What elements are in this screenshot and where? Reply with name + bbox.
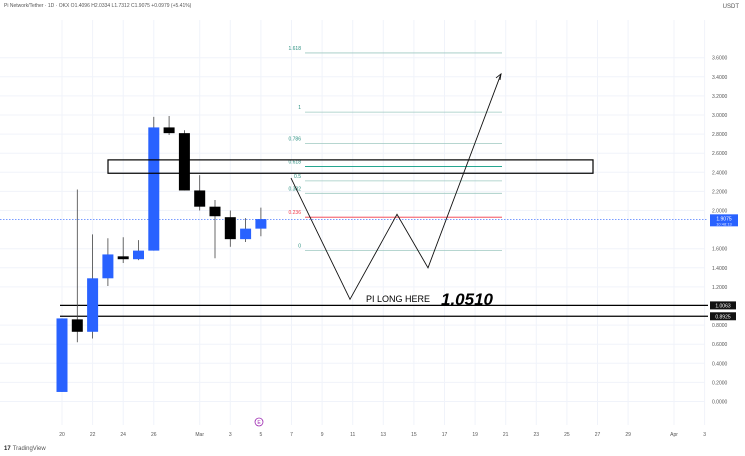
- fib-level-label: 0.618: [288, 160, 301, 166]
- candle-body: [148, 127, 160, 251]
- y-tick-label: 2.6000: [712, 151, 728, 157]
- event-marker-label: E: [257, 420, 261, 426]
- x-tick-label: 19: [472, 432, 478, 438]
- y-tick-label: 0.2000: [712, 380, 728, 386]
- x-tick-label: Apr: [670, 432, 678, 438]
- symbol-header: Pi Network/Tether · 1D · OKX O1.4096 H2.…: [4, 3, 192, 9]
- x-tick-label: 15: [411, 432, 417, 438]
- candle-body: [133, 250, 144, 260]
- y-tick-label: 3.0000: [712, 113, 728, 119]
- countdown-label: 10:48:13: [716, 221, 732, 226]
- x-tick-label: 21: [503, 432, 509, 438]
- y-tick-label: 3.2000: [712, 94, 728, 100]
- x-tick-label: 3: [229, 432, 232, 438]
- level-tag: [710, 301, 736, 310]
- x-tick-label: 13: [381, 432, 387, 438]
- fib-level-label: 1.618: [288, 46, 301, 52]
- y-tick-label: 3.4000: [712, 75, 728, 81]
- y-tick-label: 2.8000: [712, 132, 728, 138]
- y-tick-label: 1.4000: [712, 266, 728, 272]
- x-tick-label: 22: [90, 432, 96, 438]
- x-tick-label: 27: [595, 432, 601, 438]
- fib-level-label: 0: [298, 244, 301, 250]
- y-tick-label: 0.4000: [712, 361, 728, 367]
- projection-path: [290, 73, 502, 301]
- candle-body: [56, 318, 68, 392]
- x-tick-label: 25: [564, 432, 570, 438]
- fib-level-label: 0.786: [288, 137, 301, 143]
- event-marker-icon: [254, 417, 264, 427]
- x-tick-label: 20: [59, 432, 65, 438]
- y-tick-label: 1.2000: [712, 285, 728, 291]
- candle-body: [87, 278, 99, 332]
- y-tick-label: 2.2000: [712, 189, 728, 195]
- level-tag-label: 1.0063: [715, 303, 731, 309]
- candle-body: [240, 228, 252, 240]
- y-tick-label: 3.6000: [712, 56, 728, 62]
- x-tick-label: 11: [350, 432, 355, 438]
- y-tick-label: 0.8000: [712, 323, 728, 329]
- y-tick-label: 2.4000: [712, 170, 728, 176]
- x-tick-label: Mar: [195, 432, 204, 438]
- candle-body: [163, 127, 175, 134]
- candle-body: [117, 256, 129, 260]
- candle-body: [102, 254, 114, 279]
- resistance-zone-rect: [107, 159, 594, 174]
- logo-mark-icon: 17: [4, 446, 11, 452]
- logo-text: TradingView: [12, 446, 46, 452]
- annotation-text: PI LONG HERE: [366, 294, 430, 304]
- x-tick-label: 5: [260, 432, 263, 438]
- drawings[interactable]: PI LONG HERE 1.0510: [107, 72, 594, 309]
- fib-level-label: 1: [298, 105, 301, 111]
- y-tick-label: 0.0000: [712, 400, 728, 406]
- fibonacci-retracement[interactable]: 1.618 1 0.786 0.618 0.5 0.382 0.236 0: [288, 46, 502, 252]
- candlestick-series: [56, 115, 267, 392]
- annotation-price: 1.0510: [441, 290, 494, 309]
- level-tag-label: 0.8925: [715, 314, 731, 320]
- y-tick-label: 0.6000: [712, 342, 728, 348]
- y-tick-label: 1.6000: [712, 247, 728, 253]
- x-tick-label: 7: [290, 432, 293, 438]
- x-tick-label: 3: [703, 432, 706, 438]
- candle-body: [194, 190, 206, 207]
- fib-level-label: 0.236: [288, 210, 301, 216]
- candle-body: [224, 217, 236, 240]
- projection-arrowhead: [495, 72, 502, 81]
- y-tick-label: 2.0000: [712, 209, 728, 215]
- current-price-tag: [710, 214, 738, 227]
- candle-body: [71, 319, 83, 332]
- grid-lines: [0, 20, 706, 425]
- x-tick-label: 17: [442, 432, 448, 438]
- candle-body: [178, 133, 190, 191]
- currency-label: USDT: [722, 4, 739, 10]
- candle-body: [255, 219, 267, 229]
- axes: 3.6000 3.4000 3.2000 3.0000 2.8000 2.6000 2.40…: [59, 56, 727, 438]
- x-tick-label: 26: [151, 432, 157, 438]
- x-tick-label: 29: [625, 432, 631, 438]
- x-tick-label: 9: [321, 432, 324, 438]
- tradingview-logo[interactable]: 17 TradingView: [4, 446, 46, 452]
- current-price-label: 1.9075: [716, 216, 732, 222]
- fib-level-label: 0.5: [294, 174, 301, 180]
- level-tag: [710, 312, 736, 321]
- candle-body: [209, 206, 221, 217]
- x-tick-label: 24: [120, 432, 126, 438]
- x-tick-label: 23: [534, 432, 540, 438]
- fib-level-label: 0.382: [288, 186, 301, 192]
